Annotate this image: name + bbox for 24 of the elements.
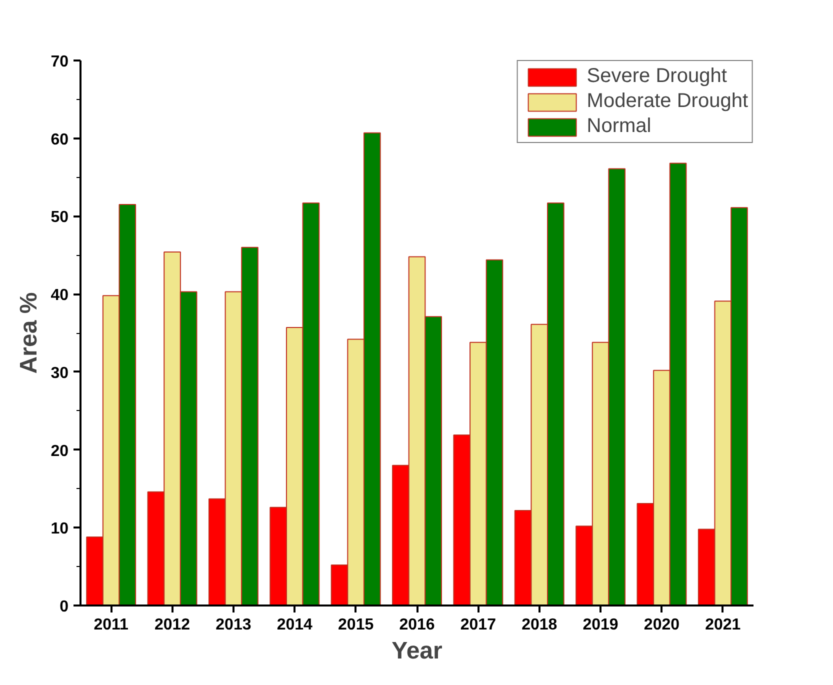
legend-label: Normal: [586, 115, 652, 138]
x-axis-title: Year: [392, 638, 442, 664]
x-tick-label: 2019: [582, 616, 618, 634]
y-tick-label: 0: [60, 598, 69, 616]
x-tick-label: 2014: [276, 616, 313, 634]
y-tick-label: 70: [50, 54, 69, 70]
y-tick-label: 30: [50, 364, 69, 382]
x-tick-label: 2013: [216, 616, 252, 634]
y-tick-label: 10: [50, 520, 69, 538]
y-tick-label: 40: [50, 287, 69, 304]
x-tick-label: 2020: [644, 616, 680, 634]
y-tick-label: 20: [50, 442, 69, 460]
x-tick-label: 2018: [522, 616, 558, 634]
x-tick-label: 2011: [94, 616, 129, 634]
x-tick-label: 2021: [705, 616, 741, 634]
x-tick-label: 2012: [154, 616, 190, 634]
legend-label: Moderate Drought: [586, 90, 748, 113]
y-tick-label: 50: [50, 209, 69, 226]
legend-label: Severe Drought: [586, 65, 727, 88]
y-axis-title: Area %: [16, 292, 43, 374]
x-tick-label: 2015: [338, 616, 374, 634]
x-tick-label: 2017: [460, 616, 496, 634]
y-tick-label: 60: [50, 131, 69, 148]
x-tick-label: 2016: [399, 616, 435, 634]
